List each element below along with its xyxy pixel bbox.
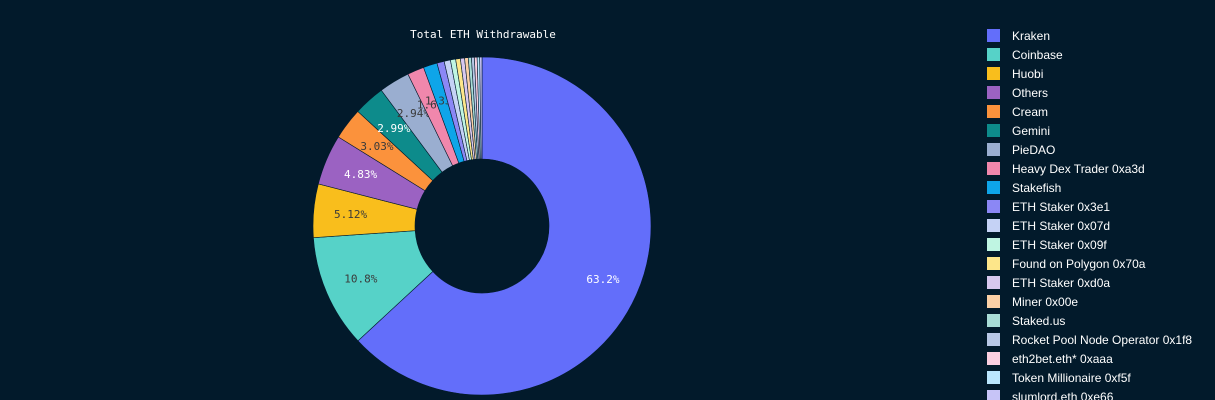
legend-swatch <box>987 333 1000 346</box>
legend-item-4[interactable]: Cream <box>984 102 1215 121</box>
legend-swatch <box>987 181 1000 194</box>
slice-label-6: 2.94% <box>397 107 430 120</box>
legend-swatch <box>987 200 1000 213</box>
legend-label: ETH Staker 0x3e1 <box>1012 199 1111 214</box>
legend-item-2[interactable]: Huobi <box>984 64 1215 83</box>
legend-swatch <box>987 162 1000 175</box>
legend-label: Huobi <box>1012 66 1044 81</box>
legend-item-6[interactable]: PieDAO <box>984 140 1215 159</box>
legend-item-9[interactable]: ETH Staker 0x3e1 <box>984 197 1215 216</box>
legend-label: Kraken <box>1012 28 1051 43</box>
legend-item-13[interactable]: ETH Staker 0xd0a <box>984 273 1215 292</box>
legend-swatch <box>987 48 1000 61</box>
legend-label: ETH Staker 0xd0a <box>1012 275 1111 290</box>
legend-label: Found on Polygon 0x70a <box>1012 256 1146 271</box>
legend-item-7[interactable]: Heavy Dex Trader 0xa3d <box>984 159 1215 178</box>
legend-label: Cream <box>1012 104 1049 119</box>
legend-item-12[interactable]: Found on Polygon 0x70a <box>984 254 1215 273</box>
legend-label: Miner 0x00e <box>1012 294 1079 309</box>
legend-swatch <box>987 314 1000 327</box>
legend-item-19[interactable]: slumlord.eth 0xe66 <box>984 387 1215 400</box>
legend-label: slumlord.eth 0xe66 <box>1012 389 1114 400</box>
legend-label: ETH Staker 0x09f <box>1012 237 1107 252</box>
legend-item-0[interactable]: Kraken <box>984 26 1215 45</box>
legend: Kraken Coinbase Huobi Others Cream Gemini PieD… <box>984 26 1215 400</box>
legend-item-16[interactable]: Rocket Pool Node Operator 0x1f8 <box>984 330 1215 349</box>
slice-0[interactable] <box>357 56 652 396</box>
legend-swatch <box>987 257 1000 270</box>
legend-label: ETH Staker 0x07d <box>1012 218 1111 233</box>
legend-swatch <box>987 67 1000 80</box>
legend-swatch <box>987 124 1000 137</box>
legend-item-5[interactable]: Gemini <box>984 121 1215 140</box>
pie-chart: 63.2%10.8%5.12%4.83%3.03%2.99%2.94%1.6%1… <box>312 56 652 396</box>
legend-item-17[interactable]: eth2bet.eth* 0xaaa <box>984 349 1215 368</box>
legend-label: eth2bet.eth* 0xaaa <box>1012 351 1113 366</box>
legend-label: Token Millionaire 0xf5f <box>1012 370 1131 385</box>
legend-item-11[interactable]: ETH Staker 0x09f <box>984 235 1215 254</box>
legend-label: Staked.us <box>1012 313 1066 328</box>
legend-swatch <box>987 219 1000 232</box>
legend-swatch <box>987 105 1000 118</box>
legend-label: Coinbase <box>1012 47 1063 62</box>
legend-label: Stakefish <box>1012 180 1062 195</box>
legend-item-18[interactable]: Token Millionaire 0xf5f <box>984 368 1215 387</box>
slice-label-2: 5.12% <box>334 208 367 221</box>
legend-item-3[interactable]: Others <box>984 83 1215 102</box>
legend-label: Rocket Pool Node Operator 0x1f8 <box>1012 332 1193 347</box>
legend-swatch <box>987 238 1000 251</box>
legend-label: Heavy Dex Trader 0xa3d <box>1012 161 1145 176</box>
slice-label-3: 4.83% <box>344 168 377 181</box>
legend-swatch <box>987 276 1000 289</box>
legend-swatch <box>987 352 1000 365</box>
legend-swatch <box>987 371 1000 384</box>
legend-item-14[interactable]: Miner 0x00e <box>984 292 1215 311</box>
legend-item-1[interactable]: Coinbase <box>984 45 1215 64</box>
legend-label: Gemini <box>1012 123 1051 138</box>
legend-swatch <box>987 29 1000 42</box>
legend-swatch <box>987 143 1000 156</box>
legend-swatch <box>987 390 1000 400</box>
slice-label-1: 10.8% <box>344 272 377 285</box>
legend-label: Others <box>1012 85 1049 100</box>
legend-swatch <box>987 86 1000 99</box>
chart-title: Total ETH Withdrawable <box>410 28 556 41</box>
legend-label: PieDAO <box>1012 142 1056 157</box>
legend-item-8[interactable]: Stakefish <box>984 178 1215 197</box>
slice-label-5: 2.99% <box>377 122 410 135</box>
slice-19[interactable] <box>479 56 483 160</box>
legend-swatch <box>987 295 1000 308</box>
slice-label-0: 63.2% <box>586 273 619 286</box>
slice-label-4: 3.03% <box>360 140 393 153</box>
legend-item-15[interactable]: Staked.us <box>984 311 1215 330</box>
legend-item-10[interactable]: ETH Staker 0x07d <box>984 216 1215 235</box>
